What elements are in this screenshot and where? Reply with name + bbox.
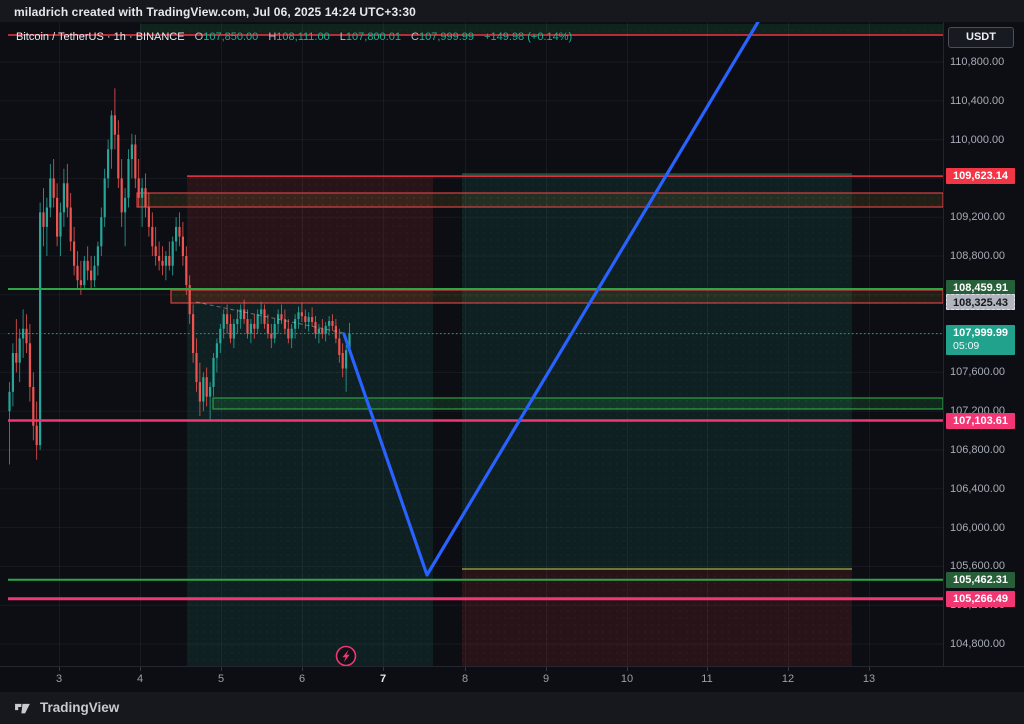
price-scale-label: 107,600.00 bbox=[950, 366, 1006, 379]
lightning-icon[interactable] bbox=[335, 645, 357, 666]
legend-separator-2: · bbox=[128, 31, 133, 43]
time-axis-tick bbox=[788, 667, 789, 671]
price-level-label: 105,462.31 bbox=[946, 572, 1015, 588]
open-label: O bbox=[194, 31, 204, 43]
close-value: 107,999.99 bbox=[418, 31, 475, 43]
interval-label: 1h bbox=[113, 31, 126, 43]
time-axis-label: 12 bbox=[781, 673, 795, 685]
legend-separator-1: · bbox=[106, 31, 111, 43]
price-chart[interactable] bbox=[0, 22, 943, 666]
change-value: +149.98 (+0.14%) bbox=[484, 31, 573, 43]
price-level-label: 107,103.61 bbox=[946, 413, 1015, 429]
chart-pane[interactable]: Bitcoin / TetherUS · 1h · BINANCE O107,8… bbox=[0, 22, 943, 666]
tradingview-brand-link[interactable]: TradingView bbox=[14, 699, 119, 715]
time-axis-tick bbox=[59, 667, 60, 671]
tradingview-logo-icon bbox=[15, 703, 30, 714]
time-axis-label: 13 bbox=[862, 673, 876, 685]
time-axis[interactable]: 3 4 5 6 7 8 9 10 11 12 13 bbox=[0, 666, 1024, 692]
currency-toggle-button[interactable]: USDT bbox=[948, 27, 1014, 48]
time-axis-label: 7 bbox=[379, 673, 387, 685]
price-level-label: 105,266.49 bbox=[946, 591, 1015, 607]
price-scale-label: 106,000.00 bbox=[950, 521, 1006, 534]
projection-line[interactable] bbox=[342, 22, 760, 577]
time-axis-label: 9 bbox=[542, 673, 550, 685]
high-value: 108,111.00 bbox=[276, 31, 330, 43]
price-level-label: 108,459.91 bbox=[946, 280, 1015, 296]
price-level-label: 109,623.14 bbox=[946, 168, 1015, 184]
dashed-trendline bbox=[195, 301, 345, 334]
time-axis-tick bbox=[302, 667, 303, 671]
time-axis-label: 10 bbox=[620, 673, 634, 685]
symbol-legend: Bitcoin / TetherUS · 1h · BINANCE O107,8… bbox=[16, 31, 572, 43]
forecast-zones bbox=[140, 24, 943, 666]
low-value: 107,800.01 bbox=[345, 31, 401, 43]
open-value: 107,850.00 bbox=[203, 31, 259, 43]
time-axis-label: 4 bbox=[136, 673, 144, 685]
candles-layer bbox=[8, 88, 351, 465]
footer-bar: TradingView bbox=[0, 692, 1024, 724]
time-axis-label: 3 bbox=[55, 673, 63, 685]
exchange-label: BINANCE bbox=[135, 31, 185, 43]
time-axis-tick bbox=[627, 667, 628, 671]
price-scale-label: 110,000.00 bbox=[950, 133, 1005, 146]
time-axis-tick bbox=[869, 667, 870, 671]
time-axis-label: 6 bbox=[298, 673, 306, 685]
time-axis-tick bbox=[383, 667, 384, 671]
price-level-label: 108,325.43 bbox=[946, 294, 1015, 310]
price-scale-label: 106,400.00 bbox=[950, 482, 1006, 495]
price-scale-label: 106,800.00 bbox=[950, 444, 1006, 456]
current-price-label: 107,999.99 05:09 bbox=[946, 325, 1015, 355]
time-axis-tick bbox=[707, 667, 708, 671]
price-scale-label: 108,800.00 bbox=[950, 250, 1006, 262]
brand-text: TradingView bbox=[40, 699, 120, 715]
time-axis-label: 11 bbox=[701, 673, 713, 685]
price-axis[interactable]: USDT 110,800.00 110,400.00 110,000.00 109,6… bbox=[943, 22, 1024, 666]
time-axis-label: 8 bbox=[461, 673, 469, 685]
time-axis-tick bbox=[221, 667, 222, 671]
low-label: L bbox=[339, 31, 346, 43]
price-scale-label: 110,800.00 bbox=[950, 56, 1005, 68]
price-lines bbox=[8, 34, 943, 601]
price-scale-label: 110,400.00 bbox=[950, 94, 1005, 107]
time-axis-tick bbox=[546, 667, 547, 671]
time-axis-tick bbox=[140, 667, 141, 671]
level-boxes bbox=[136, 192, 943, 410]
attribution-text: miladrich created with TradingView.com, … bbox=[14, 5, 416, 19]
time-axis-tick bbox=[465, 667, 466, 671]
symbol-title: Bitcoin / TetherUS bbox=[16, 31, 104, 43]
high-label: H bbox=[268, 31, 277, 43]
top-bar: miladrich created with TradingView.com, … bbox=[0, 0, 1024, 22]
close-label: C bbox=[411, 31, 419, 43]
price-scale-label: 105,600.00 bbox=[950, 560, 1006, 573]
time-axis-label: 5 bbox=[217, 673, 225, 685]
price-scale-label: 104,800.00 bbox=[950, 638, 1006, 650]
price-scale-label: 109,200.00 bbox=[950, 211, 1006, 224]
